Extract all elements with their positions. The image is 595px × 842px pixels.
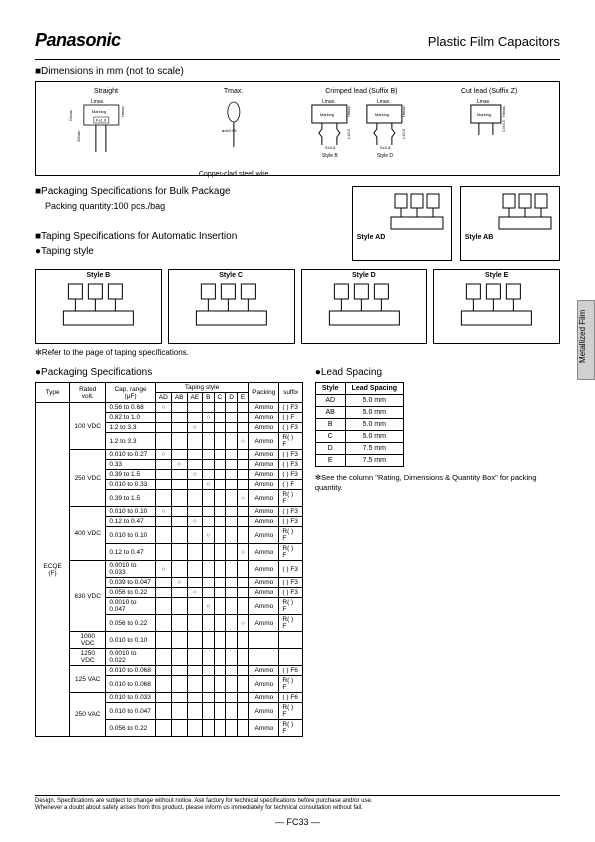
svg-text:L±0.5: L±0.5 xyxy=(400,128,405,139)
lead-spacing-table: StyleLead SpacingAD5.0 mmAB5.0 mmB5.0 mm… xyxy=(315,382,404,467)
svg-text:F±1.0: F±1.0 xyxy=(96,118,107,123)
svg-text:Marking: Marking xyxy=(374,112,388,117)
svg-text:Hmax.: Hmax. xyxy=(345,105,350,117)
packaging-spec-title: ●Packaging Specifications xyxy=(35,367,303,378)
svg-text:20min.: 20min. xyxy=(76,130,81,142)
svg-text:Hmax.: Hmax. xyxy=(400,105,405,117)
svg-text:Lmax.: Lmax. xyxy=(321,99,335,105)
crimped-label: Crimped lead (Suffix B) xyxy=(298,88,426,95)
footer-disclaimer: Design, Specifications are subject to ch… xyxy=(35,795,560,812)
lmax-label: Lmax. xyxy=(91,99,105,105)
page-number: — FC33 — xyxy=(0,817,595,827)
svg-text:Lmax.: Lmax. xyxy=(376,99,390,105)
style-e-cell: Style E xyxy=(433,269,560,344)
straight-label: Straight xyxy=(42,88,170,95)
brand-logo: Panasonic xyxy=(35,30,121,51)
svg-text:S±0.8: S±0.8 xyxy=(324,145,335,150)
copper-label: Copper-clad steel wire xyxy=(170,171,298,178)
taping-note: ✻Refer to the page of taping specificati… xyxy=(35,348,560,357)
style-d-cell: Style D xyxy=(301,269,428,344)
svg-text:Marking: Marking xyxy=(92,109,106,114)
svg-text:S±0.8: S±0.8 xyxy=(379,145,390,150)
svg-text:Hmax.: Hmax. xyxy=(501,105,506,117)
taping-spec-title: ■Taping Specifications for Automatic Ins… xyxy=(35,231,344,242)
taping-style-title: ●Taping style xyxy=(35,246,344,257)
svg-text:4.0±0.5: 4.0±0.5 xyxy=(502,120,506,132)
svg-text:Marking: Marking xyxy=(319,112,333,117)
style-ab-box: Style AB xyxy=(460,186,560,261)
svg-text:Gmax.: Gmax. xyxy=(68,109,73,121)
cut-label: Cut lead (Suffix Z) xyxy=(425,88,553,95)
svg-text:Hmax.: Hmax. xyxy=(120,105,125,117)
svg-text:ød±0.05: ød±0.05 xyxy=(222,128,237,133)
lead-spacing-title: ●Lead Spacing xyxy=(315,367,560,378)
side-tab-metallized: Metallized Film xyxy=(577,300,595,380)
dimensions-diagram-box: Straight Lmax. Marking F±1.0 Gmax. Hmax.… xyxy=(35,81,560,176)
packaging-spec-table: TypeRated volt.Cap. range (μF)Taping sty… xyxy=(35,382,303,737)
taping-styles-row: Style B Style C Style D Style E xyxy=(35,269,560,344)
dimensions-title: ■Dimensions in mm (not to scale) xyxy=(35,66,560,77)
style-ad-box: Style AD xyxy=(352,186,452,261)
svg-text:Marking: Marking xyxy=(477,112,491,117)
lead-note: ✻See the column "Rating, Dimensions & Qu… xyxy=(315,473,560,493)
category-label: Plastic Film Capacitors xyxy=(428,34,560,49)
style-b-cell: Style B xyxy=(35,269,162,344)
svg-text:Lmax.: Lmax. xyxy=(477,99,491,105)
svg-text:Style B: Style B xyxy=(321,153,338,159)
style-c-cell: Style C xyxy=(168,269,295,344)
bulk-packaging-title: ■Packaging Specifications for Bulk Packa… xyxy=(35,186,344,197)
packing-qty: Packing quantity:100 pcs./bag xyxy=(45,201,344,211)
tmax-label: Tmax. xyxy=(170,88,298,95)
svg-text:Style D: Style D xyxy=(376,153,393,159)
svg-text:L±0.5: L±0.5 xyxy=(345,128,350,139)
